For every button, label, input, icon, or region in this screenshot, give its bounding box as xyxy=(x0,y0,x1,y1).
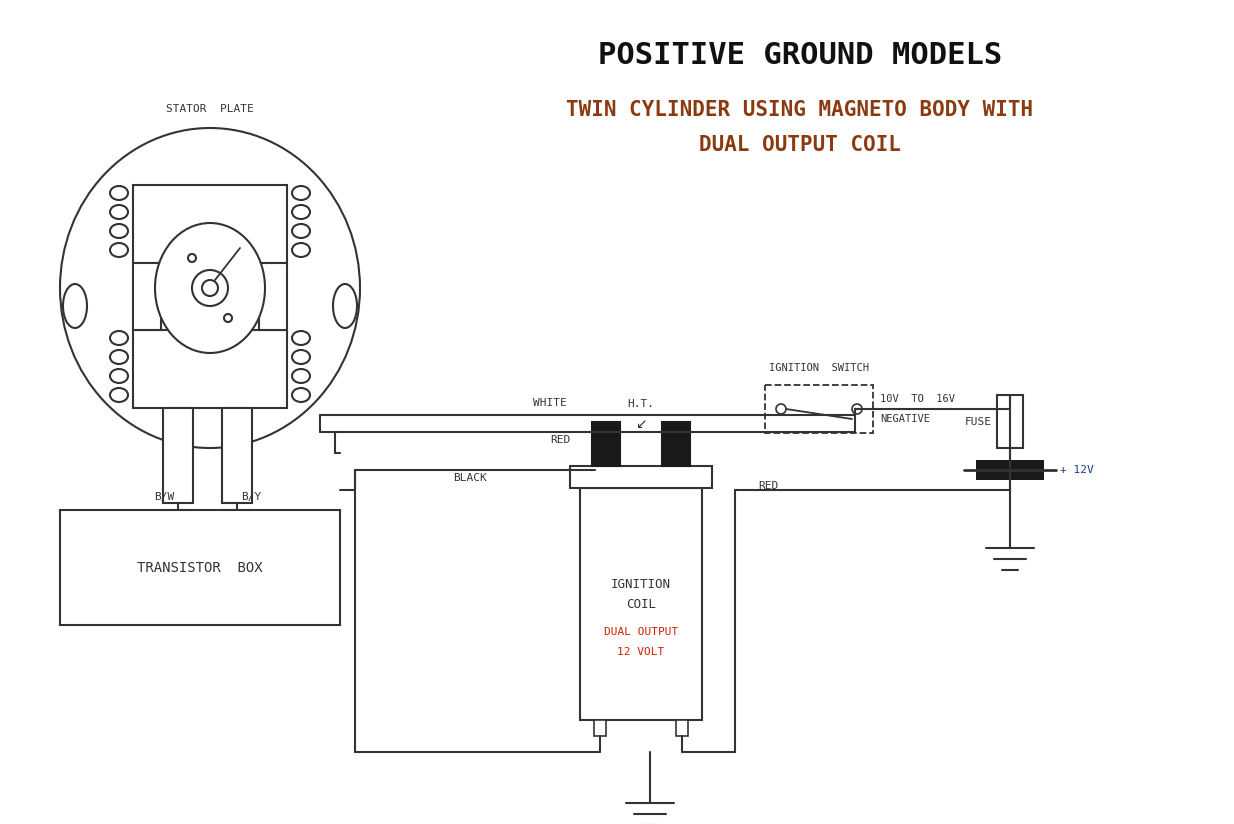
Text: B/Y: B/Y xyxy=(241,492,262,502)
Text: H.T.: H.T. xyxy=(628,399,654,409)
Text: TRANSISTOR  BOX: TRANSISTOR BOX xyxy=(137,560,263,574)
Ellipse shape xyxy=(110,205,128,219)
Ellipse shape xyxy=(110,186,128,200)
Text: B/W: B/W xyxy=(154,492,174,502)
Bar xyxy=(765,385,872,433)
Bar xyxy=(163,408,193,503)
Ellipse shape xyxy=(292,350,310,364)
Text: NEGATIVE: NEGATIVE xyxy=(880,414,930,424)
Bar xyxy=(676,720,689,736)
Ellipse shape xyxy=(333,284,357,328)
Ellipse shape xyxy=(110,369,128,383)
Ellipse shape xyxy=(292,243,310,257)
Ellipse shape xyxy=(110,224,128,238)
Bar xyxy=(133,185,288,263)
Ellipse shape xyxy=(155,223,265,353)
Text: POSITIVE GROUND MODELS: POSITIVE GROUND MODELS xyxy=(598,40,1002,69)
Bar xyxy=(580,488,702,720)
Bar xyxy=(661,422,690,466)
Bar xyxy=(976,460,1044,480)
Circle shape xyxy=(193,270,228,306)
Bar xyxy=(60,510,341,625)
Bar xyxy=(570,466,712,488)
Bar xyxy=(133,263,160,330)
Ellipse shape xyxy=(110,331,128,345)
Ellipse shape xyxy=(110,350,128,364)
Text: ↙: ↙ xyxy=(636,417,647,431)
Circle shape xyxy=(202,280,218,296)
Bar xyxy=(594,720,606,736)
Ellipse shape xyxy=(292,224,310,238)
Text: IGNITION: IGNITION xyxy=(611,578,671,591)
Text: 10V  TO  16V: 10V TO 16V xyxy=(880,394,955,404)
Text: TWIN CYLINDER USING MAGNETO BODY WITH: TWIN CYLINDER USING MAGNETO BODY WITH xyxy=(566,100,1034,120)
Text: DUAL OUTPUT COIL: DUAL OUTPUT COIL xyxy=(698,135,901,155)
Ellipse shape xyxy=(60,128,360,448)
Text: DUAL OUTPUT: DUAL OUTPUT xyxy=(603,627,679,637)
Text: RED: RED xyxy=(758,481,779,491)
Text: WHITE: WHITE xyxy=(533,398,566,408)
Bar xyxy=(133,330,288,408)
Text: + 12V: + 12V xyxy=(1060,465,1093,475)
Text: RED: RED xyxy=(550,435,570,445)
Ellipse shape xyxy=(292,388,310,402)
Circle shape xyxy=(776,404,786,414)
Text: STATOR  PLATE: STATOR PLATE xyxy=(167,104,254,114)
Text: 12 VOLT: 12 VOLT xyxy=(617,647,665,657)
Ellipse shape xyxy=(110,388,128,402)
Ellipse shape xyxy=(292,186,310,200)
Circle shape xyxy=(188,254,196,262)
Ellipse shape xyxy=(110,243,128,257)
Bar xyxy=(997,395,1023,448)
Ellipse shape xyxy=(292,369,310,383)
Text: FUSE: FUSE xyxy=(965,416,992,427)
Ellipse shape xyxy=(63,284,88,328)
Ellipse shape xyxy=(292,205,310,219)
Text: IGNITION  SWITCH: IGNITION SWITCH xyxy=(769,363,869,373)
Bar xyxy=(259,263,288,330)
Ellipse shape xyxy=(292,331,310,345)
Circle shape xyxy=(225,314,232,322)
Bar xyxy=(592,422,619,466)
Circle shape xyxy=(851,404,863,414)
Text: COIL: COIL xyxy=(626,597,656,611)
Text: BLACK: BLACK xyxy=(453,473,487,483)
Bar xyxy=(222,408,252,503)
